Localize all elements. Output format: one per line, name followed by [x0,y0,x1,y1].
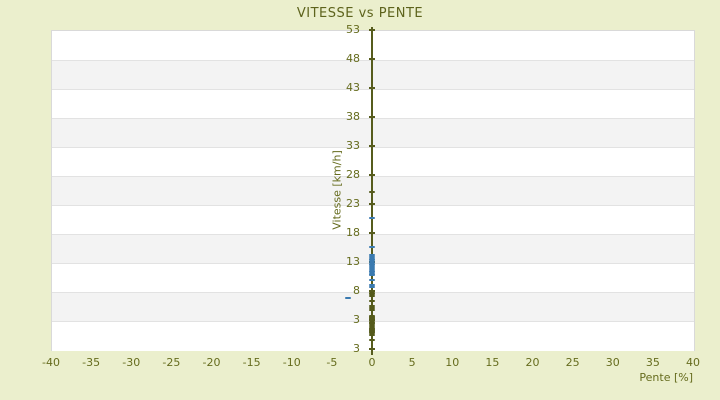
data-point [369,269,375,272]
data-point [369,306,375,309]
y-tick-mark [369,58,375,60]
grid-band [52,60,694,90]
y-tick-mark [369,203,375,205]
data-point [369,325,375,328]
data-point [369,267,375,270]
data-point [369,257,375,260]
data-point [369,304,375,307]
grid-band [52,205,694,235]
chart-title: VITESSE vs PENTE [296,6,424,21]
x-tick-label: 35 [645,356,660,369]
data-point [369,317,375,320]
x-tick-label: 0 [368,356,376,369]
y-tick-mark [369,87,375,89]
y-tick-mark [369,145,375,147]
data-point [369,331,375,334]
x-tick-label: -30 [122,356,141,369]
y-tick-label: 48 [346,52,360,65]
data-point [369,190,375,193]
data-point [369,264,375,267]
data-point [369,316,375,319]
data-point [369,314,375,317]
x-tick-label: 15 [485,356,500,369]
y-tick-label: 13 [346,255,360,268]
data-point [369,295,375,298]
data-point [369,338,375,341]
y-tick-label: 8 [353,284,360,297]
data-point [369,333,375,336]
y-tick-label: 23 [346,197,360,210]
x-tick-label: -40 [42,356,60,369]
y-tick-label: 3 [353,342,360,355]
x-tick-label: 5 [408,356,416,369]
data-point [369,328,375,331]
x-axis-title: Pente [%] [639,371,693,384]
grid-band [52,176,694,206]
y-tick-label: 38 [346,110,360,123]
y-axis-title: Vitesse [km/h] [330,150,344,230]
data-point [369,266,375,269]
data-point [369,261,375,263]
x-tick-label: 30 [605,356,620,369]
data-point [369,323,375,326]
data-point [369,321,375,324]
y-tick-mark [369,348,375,350]
data-point [369,259,375,262]
data-point [369,330,375,333]
x-tick-label: -25 [162,356,181,369]
data-point [369,326,375,329]
x-tick-label: 25 [565,356,580,369]
y-tick-label: 28 [346,168,360,181]
x-tick-label: -5 [326,356,338,369]
y-tick-mark [369,29,375,31]
y-tick-label: 33 [346,139,360,152]
y-tick-mark [369,290,375,292]
data-point [369,320,375,323]
y-tick-label: 53 [346,23,360,36]
y-tick-label: 18 [346,226,360,239]
data-point [369,318,375,321]
data-point [369,308,375,311]
grid-band [52,31,694,60]
x-tick-label: 20 [525,356,540,369]
data-point [369,216,375,219]
data-point [369,284,375,287]
data-point [369,245,375,248]
y-tick-mark [369,116,375,118]
data-point [369,300,375,303]
x-tick-label: 10 [445,356,460,369]
data-point [369,293,375,296]
x-tick-label: -20 [202,356,221,369]
data-point [369,255,375,258]
y-tick-label: 43 [346,81,360,94]
data-point [344,296,351,299]
plot-area [51,30,695,351]
grid-band [52,118,694,148]
data-point [369,273,375,276]
x-tick-label: -10 [282,356,301,369]
data-point [369,291,375,294]
grid-band [52,89,694,119]
data-point [369,254,375,257]
data-point [369,262,375,265]
x-tick-label: -35 [82,356,101,369]
y-tick-label: 3 [353,313,360,326]
data-point [369,327,375,330]
x-tick-label: 40 [686,356,700,369]
x-tick-label: -15 [242,356,261,369]
data-point [369,278,375,281]
data-point [369,285,375,288]
data-point [369,274,375,277]
data-point [369,271,375,274]
y-tick-mark [369,174,375,176]
y-tick-mark [369,232,375,234]
grid-band [52,147,694,177]
